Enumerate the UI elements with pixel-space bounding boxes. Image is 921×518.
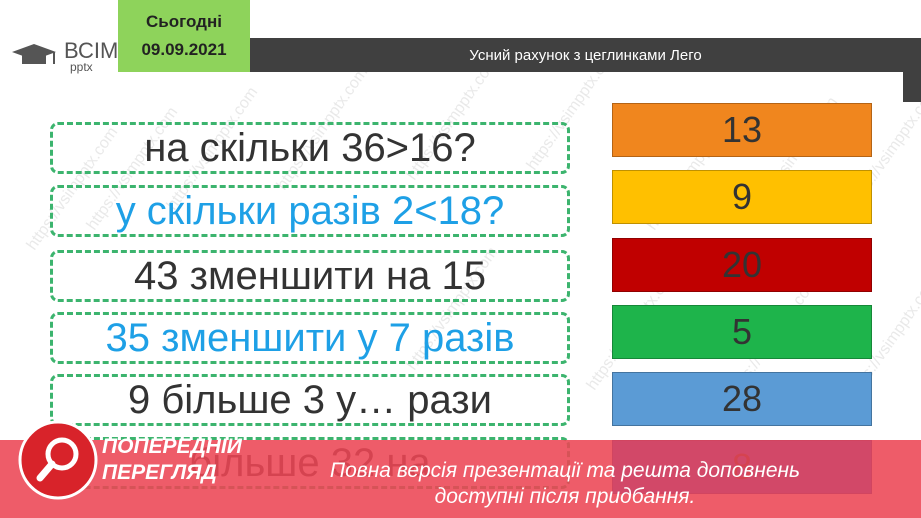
- preview-banner: ПОПЕРЕДНІЙ ПЕРЕГЛЯД Повна версія презент…: [0, 420, 921, 518]
- header-bar: Усний рахунок з цеглинками Лего: [250, 38, 921, 72]
- answer: 5: [612, 305, 872, 359]
- date: 09.09.2021: [141, 40, 227, 59]
- header-title: Усний рахунок з цеглинками Лего: [469, 46, 702, 64]
- logo: ВСІМ pptx: [10, 38, 119, 74]
- question: у скільки разів 2<18?: [50, 185, 570, 237]
- side-tab: [903, 72, 921, 102]
- badge: ПОПЕРЕДНІЙ ПЕРЕГЛЯД: [102, 434, 242, 486]
- answer: 20: [612, 238, 872, 292]
- banner-line: Повна версія презентації та решта доповн…: [329, 459, 801, 482]
- question: 9 більше 3 у… рази: [50, 374, 570, 426]
- preview-icon: [18, 420, 98, 500]
- question: на скільки 36>16?: [50, 122, 570, 174]
- badge-line: ПЕРЕГЛЯД: [102, 461, 217, 484]
- question: 43 зменшити на 15: [50, 250, 570, 302]
- logo-sub: pptx: [70, 60, 93, 74]
- badge-line: ПОПЕРЕДНІЙ: [102, 435, 242, 458]
- date-label: Сьогодні: [146, 12, 222, 31]
- answer: 9: [612, 170, 872, 224]
- answer: 28: [612, 372, 872, 426]
- banner-line: доступні після придбання.: [434, 485, 696, 508]
- banner-text: Повна версія презентації та решта доповн…: [230, 458, 900, 510]
- logo-icon: [12, 44, 56, 64]
- answer: 13: [612, 103, 872, 157]
- logo-name: ВСІМ: [64, 38, 119, 63]
- question: 35 зменшити у 7 разів: [50, 312, 570, 364]
- date-box: Сьогодні 09.09.2021: [118, 0, 250, 72]
